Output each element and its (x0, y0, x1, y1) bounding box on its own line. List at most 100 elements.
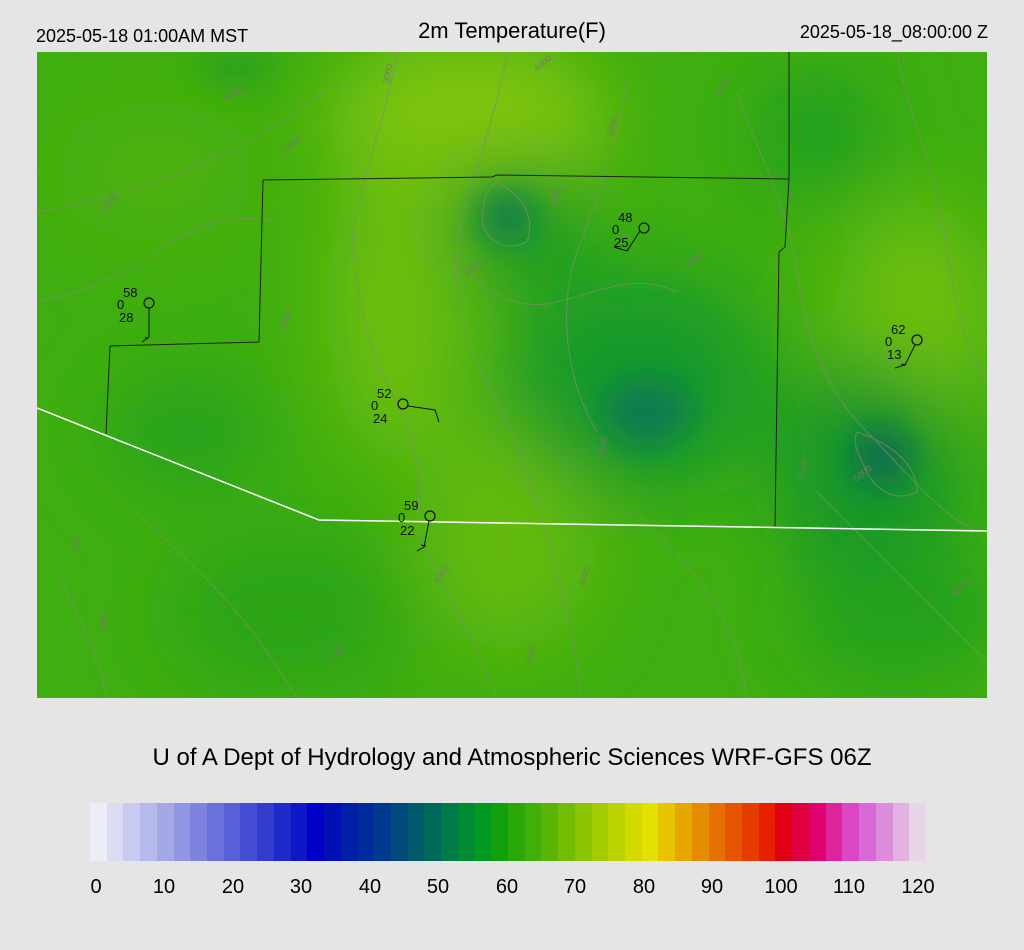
colorbar-swatch (474, 803, 492, 861)
colorbar-swatch (658, 803, 676, 861)
colorbar-swatch (240, 803, 258, 861)
valid-time-label: 2025-05-18_08:00:00 Z (799, 22, 988, 42)
wind-barb (613, 230, 641, 252)
colorbar-swatch (307, 803, 325, 861)
colorbar-swatch (441, 803, 458, 861)
colorbar-swatch (574, 803, 592, 861)
temperature-field (57, 52, 987, 692)
colorbar-swatch (792, 803, 809, 861)
contour-label: 3000 (381, 63, 394, 84)
colorbar-swatch (123, 803, 141, 861)
temperature-map: 4000 3000 3500 4000 3500 4500 5000 5500 4500 5000… (37, 52, 987, 698)
colorbar-swatch (190, 803, 208, 861)
colorbar-tick-label: 10 (152, 876, 176, 898)
colorbar-swatch (491, 803, 508, 861)
station-temperature: 48 (618, 210, 632, 225)
colorbar-swatch (374, 803, 391, 861)
colorbar-tick-label: 120 (901, 876, 935, 898)
colorbar-tick-label: 50 (426, 876, 450, 898)
station-temperature: 62 (891, 322, 905, 337)
colorbar-swatch (608, 803, 625, 861)
colorbar-swatch (324, 803, 341, 861)
colorbar-swatch (558, 803, 575, 861)
station-circle (638, 222, 650, 234)
colorbar-swatch (407, 803, 425, 861)
colorbar-swatch (173, 803, 191, 861)
colorbar-tick-label: 60 (495, 876, 519, 898)
colorbar-swatch (625, 803, 642, 861)
colorbar-swatch (507, 803, 525, 861)
colorbar-swatch (725, 803, 743, 861)
station-dewpoint: 13 (887, 347, 901, 362)
station-circle (424, 510, 436, 522)
station-wind: 0 (885, 334, 892, 349)
colorbar-swatch (106, 803, 124, 861)
colorbar-tick-label: 110 (833, 876, 865, 898)
station-circle (911, 334, 923, 346)
colorbar-swatch (591, 803, 609, 861)
colorbar-labels: 0 10 20 30 40 50 60 70 80 90 100 110 120 (0, 876, 1024, 902)
wind-barb (416, 520, 430, 552)
colorbar-swatch (825, 803, 843, 861)
contour-label: 3500 (97, 611, 110, 632)
colorbar-swatch (909, 803, 926, 861)
colorbar-tick-label: 80 (632, 876, 656, 898)
colorbar-swatch (758, 803, 776, 861)
colorbar-swatch (90, 803, 107, 861)
colorbar-swatch (357, 803, 375, 861)
colorbar-swatch (892, 803, 910, 861)
wind-barb (407, 405, 440, 423)
station-wind: 0 (398, 510, 405, 525)
colorbar-tick-label: 40 (358, 876, 382, 898)
contour-label: 4000 (69, 534, 82, 555)
colorbar-swatch (859, 803, 876, 861)
colorbar-swatch (775, 803, 793, 861)
colorbar-swatch (524, 803, 542, 861)
terrain-contours (37, 52, 987, 698)
colorbar-tick-label: 0 (90, 876, 102, 898)
colorbar-swatch (641, 803, 659, 861)
colorbar-swatch (457, 803, 475, 861)
station-temperature: 59 (404, 498, 418, 513)
colorbar-swatch (223, 803, 241, 861)
contour-label: 4500 (596, 436, 609, 457)
colorbar (90, 803, 926, 861)
colorbar-swatch (691, 803, 709, 861)
colorbar-swatch (808, 803, 826, 861)
local-time-label: 2025-05-18 01:00AM MST (36, 26, 249, 46)
colorbar-tick-label: 90 (700, 876, 724, 898)
station-wind: 0 (371, 398, 378, 413)
station-wind: 0 (612, 222, 619, 237)
colorbar-swatch (340, 803, 358, 861)
station-dewpoint: 22 (400, 523, 414, 538)
wind-barb (894, 344, 916, 369)
station-dewpoint: 28 (119, 310, 133, 325)
colorbar-swatch (290, 803, 308, 861)
station-temperature: 52 (377, 386, 391, 401)
colorbar-swatch (207, 803, 224, 861)
station-circle (397, 398, 409, 410)
colorbar-swatch (156, 803, 174, 861)
county-borders (105, 52, 790, 529)
credit-line: U of A Dept of Hydrology and Atmospheric… (152, 744, 872, 771)
wind-barb (141, 308, 150, 343)
state-border (37, 407, 987, 532)
colorbar-tick-label: 20 (221, 876, 245, 898)
colorbar-tick-label: 100 (764, 876, 798, 898)
colorbar-swatch (875, 803, 893, 861)
colorbar-swatch (424, 803, 442, 861)
map-title: 2m Temperature(F) (418, 18, 606, 43)
colorbar-swatch (257, 803, 274, 861)
contour-label: 4500 (279, 309, 292, 330)
station-dewpoint: 24 (373, 411, 387, 426)
colorbar-swatch (675, 803, 692, 861)
colorbar-swatch (541, 803, 559, 861)
colorbar-swatch (390, 803, 408, 861)
